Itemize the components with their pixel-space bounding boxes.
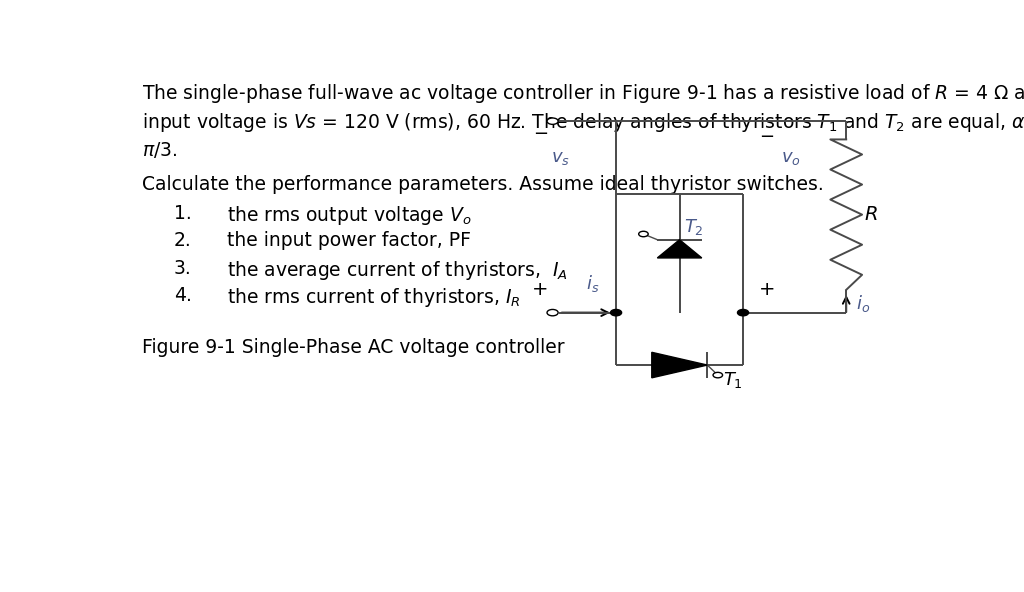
Text: the rms current of thyristors, $\mathit{I_R}$: the rms current of thyristors, $\mathit{… <box>227 286 520 309</box>
Text: $-$: $-$ <box>759 126 774 144</box>
Text: 1.: 1. <box>174 204 191 223</box>
Text: $R$: $R$ <box>863 205 878 224</box>
Text: $i_s$: $i_s$ <box>586 274 599 294</box>
Text: 4.: 4. <box>174 286 191 305</box>
Text: 3.: 3. <box>174 259 191 278</box>
Polygon shape <box>652 352 708 378</box>
Text: +: + <box>759 280 775 299</box>
Text: $T_2$: $T_2$ <box>684 217 703 237</box>
Text: input voltage is $\mathit{Vs}$ = 120 V (rms), 60 Hz. The delay angles of thyrist: input voltage is $\mathit{Vs}$ = 120 V (… <box>142 111 1024 134</box>
Text: Figure 9-1 Single-Phase AC voltage controller: Figure 9-1 Single-Phase AC voltage contr… <box>142 337 565 357</box>
Circle shape <box>737 310 749 316</box>
Text: $\pi$/3.: $\pi$/3. <box>142 140 178 160</box>
Text: the rms output voltage $\mathit{V_o}$: the rms output voltage $\mathit{V_o}$ <box>227 204 472 227</box>
Text: $v_o$: $v_o$ <box>780 149 801 166</box>
Circle shape <box>547 310 558 316</box>
Circle shape <box>639 231 648 237</box>
Text: $-$: $-$ <box>534 124 549 141</box>
Polygon shape <box>657 240 701 258</box>
Circle shape <box>547 118 558 124</box>
Text: the input power factor, PF: the input power factor, PF <box>227 231 471 250</box>
Text: $i_o$: $i_o$ <box>856 293 869 314</box>
Text: $T_1$: $T_1$ <box>723 369 743 390</box>
Circle shape <box>610 310 622 316</box>
Text: 2.: 2. <box>174 231 191 250</box>
Text: the average current of thyristors,  $\mathit{I_A}$: the average current of thyristors, $\mat… <box>227 259 568 282</box>
Text: The single-phase full-wave ac voltage controller in Figure 9-1 has a resistive l: The single-phase full-wave ac voltage co… <box>142 82 1024 105</box>
Text: Calculate the performance parameters. Assume ideal thyristor switches.: Calculate the performance parameters. As… <box>142 175 824 194</box>
Text: +: + <box>532 280 549 299</box>
Text: $v_s$: $v_s$ <box>551 149 570 166</box>
Circle shape <box>713 372 723 378</box>
